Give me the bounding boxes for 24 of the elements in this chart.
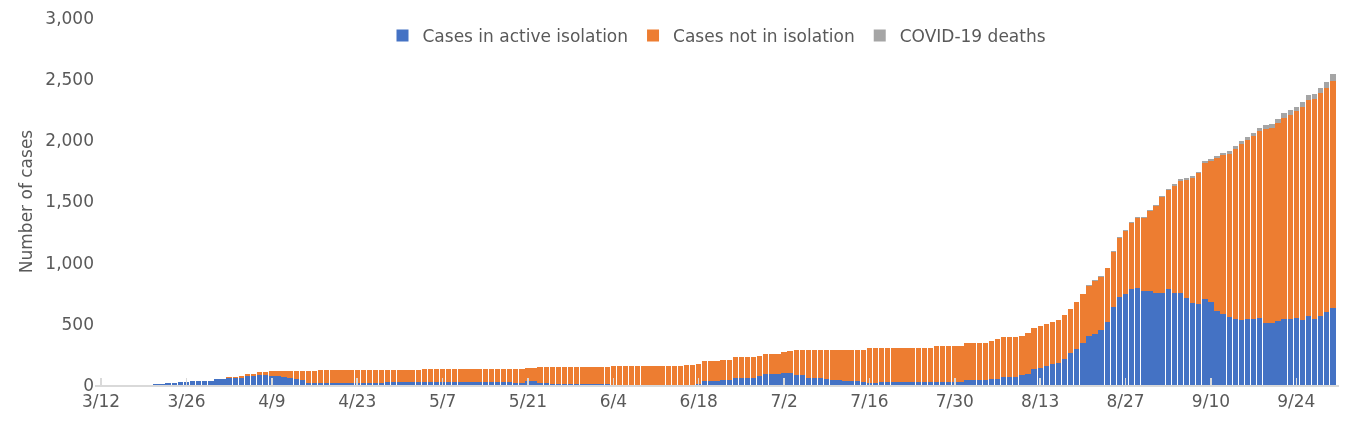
y-tick-label: 2,000 <box>45 130 94 151</box>
y-tick-label: 500 <box>61 313 94 334</box>
x-tick-label: 5/7 <box>428 390 457 411</box>
legend-label: Cases not in isolation <box>673 26 855 47</box>
legend-label: COVID-19 deaths <box>899 26 1046 47</box>
x-tick-label: 4/23 <box>338 390 377 411</box>
y-tick-label: 1,500 <box>45 191 94 212</box>
y-tick-label: 1,000 <box>45 252 94 273</box>
x-tick-label: 9/10 <box>1191 390 1231 411</box>
x-tick-label: 7/16 <box>850 390 889 411</box>
y-axis-title: Number of cases <box>15 129 36 274</box>
y-tick-label: 2,500 <box>45 69 94 90</box>
y-tick-label: 3,000 <box>45 7 94 28</box>
legend-label: Cases in active isolation <box>422 26 629 47</box>
x-tick-label: 4/9 <box>258 390 286 411</box>
x-tick-label: 8/27 <box>1106 390 1145 411</box>
x-tick-label: 6/4 <box>599 390 628 411</box>
x-tick-label: 6/18 <box>679 390 718 411</box>
x-tick-label: 8/13 <box>1021 390 1060 411</box>
x-tick-label: 7/30 <box>935 390 974 411</box>
x-tick-label: 7/2 <box>770 390 798 411</box>
x-tick-label: 3/26 <box>167 390 206 411</box>
x-tick-label: 9/24 <box>1277 390 1316 411</box>
x-tick-label: 5/21 <box>508 390 548 411</box>
